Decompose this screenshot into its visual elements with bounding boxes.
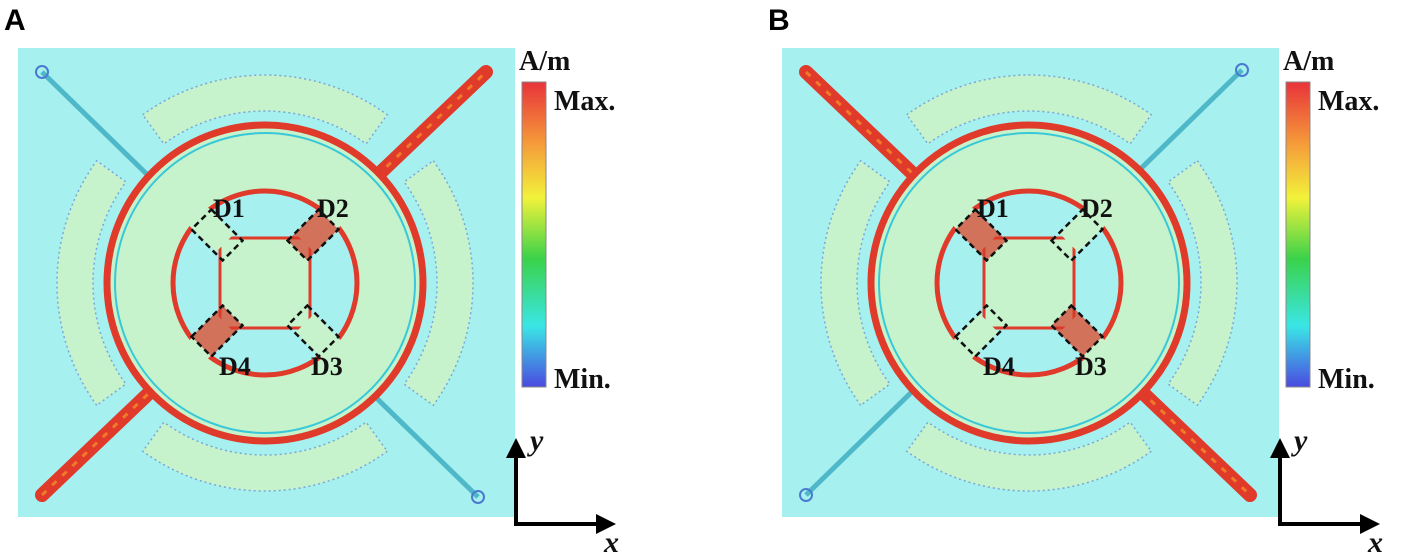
- colorbar-unit: A/m: [1283, 46, 1334, 77]
- ring-edge: [114, 132, 416, 434]
- outer-arc: [141, 74, 389, 145]
- colorbar-min: Min.: [1318, 364, 1375, 395]
- device-box: [285, 207, 341, 263]
- tether: [295, 313, 343, 361]
- colorbar: [1285, 81, 1311, 388]
- outer-arc: [820, 159, 891, 407]
- tether: [1059, 205, 1107, 253]
- device-box: [953, 303, 1009, 359]
- outer-arc: [905, 421, 1153, 492]
- device-label: D1: [213, 194, 245, 223]
- device-label: D3: [311, 352, 343, 381]
- ring-edge: [878, 132, 1180, 434]
- device-label: D1: [977, 194, 1009, 223]
- beam-core: [804, 70, 1252, 497]
- panel-label: B: [768, 4, 790, 37]
- beam-end: [1235, 63, 1249, 77]
- outer-arc: [905, 74, 1153, 145]
- beam-end: [799, 488, 813, 502]
- device-box: [189, 303, 245, 359]
- tether: [951, 313, 999, 361]
- outer-arc: [1167, 159, 1238, 407]
- beam-end: [471, 490, 485, 504]
- device-box: [1049, 207, 1105, 263]
- device-label: D2: [1081, 194, 1113, 223]
- panel: A D1 D2 D3 D4 A/m Max. Min. y x: [4, 4, 619, 558]
- beam-core: [40, 70, 488, 497]
- device-label: D3: [1075, 352, 1107, 381]
- device-label: D4: [983, 352, 1015, 381]
- y-axis-label: y: [527, 424, 544, 457]
- panel-label: A: [4, 4, 26, 37]
- outer-arc: [56, 159, 127, 407]
- device-label: D2: [317, 194, 349, 223]
- center-cross: [982, 236, 1076, 330]
- y-axis-label: y: [1291, 424, 1308, 457]
- colorbar: [521, 81, 547, 388]
- device-box: [189, 207, 245, 263]
- x-axis-label: x: [603, 526, 619, 558]
- outer-arc: [141, 421, 389, 492]
- center-cross: [218, 236, 312, 330]
- outer-arc: [403, 159, 474, 407]
- device-label: D4: [219, 352, 251, 381]
- panel: B D1 D2 D3 D4 A/m Max. Min. y x: [768, 4, 1383, 558]
- colorbar-unit: A/m: [519, 46, 570, 77]
- beam-end: [35, 65, 49, 79]
- colorbar-min: Min.: [554, 364, 611, 395]
- device-box: [953, 207, 1009, 263]
- device-box: [285, 303, 341, 359]
- x-axis-label: x: [1367, 526, 1383, 558]
- colorbar-max: Max.: [1318, 86, 1379, 117]
- colorbar-max: Max.: [554, 86, 615, 117]
